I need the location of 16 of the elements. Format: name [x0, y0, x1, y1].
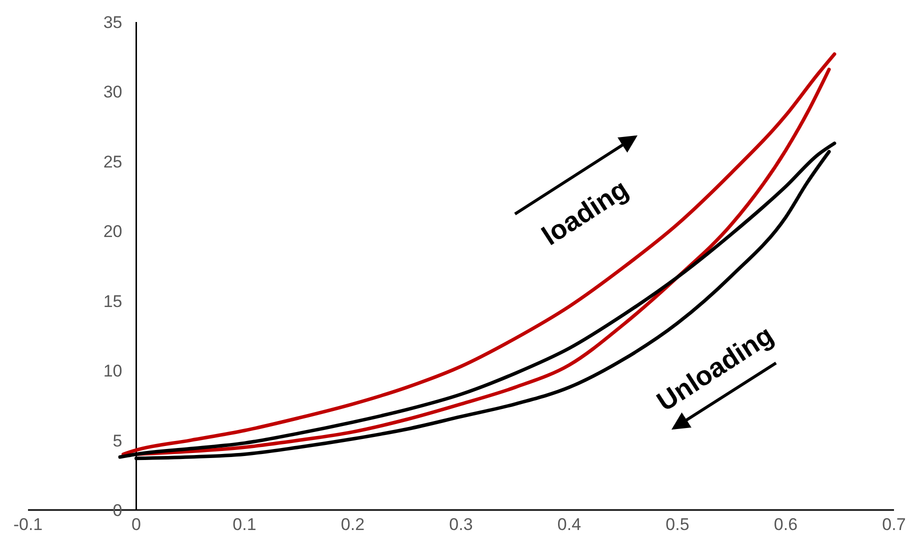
x-tick-label: 0.4	[557, 515, 582, 534]
y-tick-label: 30	[103, 82, 122, 102]
x-tick-label: 0.2	[340, 515, 365, 534]
x-tick-label: 0.6	[774, 515, 798, 534]
y-tick-label: 15	[103, 292, 122, 311]
x-tick-label: 0.7	[882, 515, 906, 534]
x-tick-label: 0.1	[232, 515, 256, 534]
x-tick-label: -0.1	[13, 515, 43, 534]
x-tick-label: 0.5	[666, 515, 690, 534]
x-tick-label: 0.3	[449, 515, 473, 534]
x-tick-label: 0	[132, 515, 141, 534]
y-tick-label: 5	[112, 431, 122, 450]
y-tick-label: 10	[103, 362, 122, 381]
y-tick-label: 20	[103, 222, 122, 242]
y-tick-label: 35	[103, 13, 122, 32]
y-tick-label: 25	[103, 152, 122, 172]
